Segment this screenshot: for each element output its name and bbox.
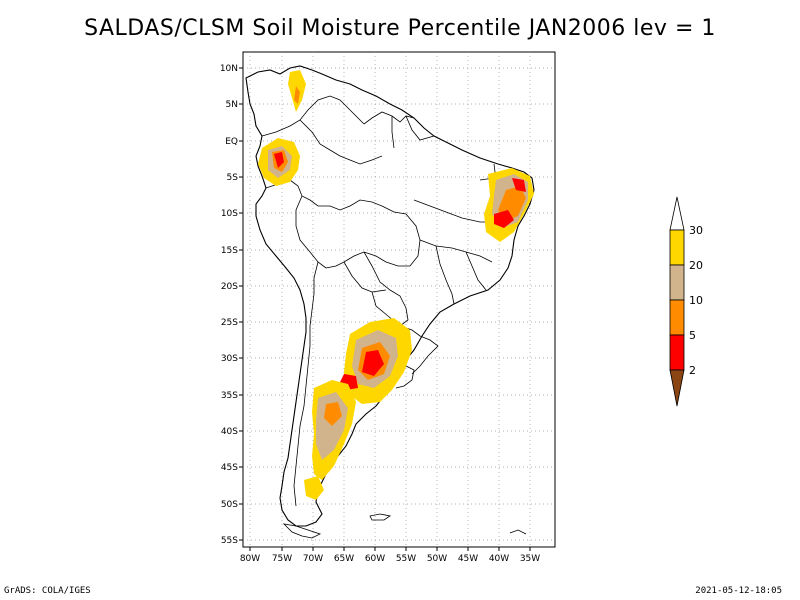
lat-ticks: [239, 67, 531, 551]
legend-label: 20: [689, 259, 703, 272]
lon-label: 50W: [427, 554, 447, 564]
lon-label: 60W: [365, 554, 385, 564]
lat-label: 45S: [221, 463, 238, 473]
map-title: SALDAS/CLSM Soil Moisture Percentile JAN…: [84, 16, 716, 41]
legend-swatch-below-2: [669, 369, 685, 407]
legend-label: 10: [689, 294, 703, 307]
color-legend: 30 20 10 5 2: [669, 196, 703, 407]
lat-label: 5S: [227, 173, 239, 183]
lat-label: 30S: [221, 354, 238, 364]
lon-label: 45W: [458, 554, 478, 564]
footer-credit: GrADS: COLA/IGES: [4, 586, 91, 596]
legend-swatch-5-10: [669, 299, 685, 336]
lat-label: 20S: [221, 282, 238, 292]
lon-label: 40W: [489, 554, 509, 564]
lat-axis: 10N 5N EQ 5S 10S 15S 20S 25S 30S 35S 40S…: [220, 64, 238, 546]
lat-label: 25S: [221, 318, 238, 328]
legend-label: 30: [689, 224, 703, 237]
lat-label: EQ: [225, 137, 238, 147]
legend-swatch-10-20: [669, 264, 685, 301]
lon-label: 80W: [240, 554, 260, 564]
lat-label: 55S: [221, 536, 238, 546]
lat-label: 50S: [221, 500, 238, 510]
legend-swatch-above-30: [669, 196, 685, 231]
south-america-outline: [245, 65, 535, 527]
country-borders: [261, 95, 531, 507]
lon-label: 75W: [272, 554, 292, 564]
legend-swatch-2-5: [669, 334, 685, 371]
lat-label: 5N: [226, 100, 238, 110]
legend-label: 2: [689, 364, 696, 377]
legend-swatch-20-30: [669, 229, 685, 266]
lat-label: 35S: [221, 391, 238, 401]
islands: [282, 513, 527, 539]
map-frame: [242, 51, 556, 548]
lat-label: 10S: [221, 209, 238, 219]
lon-label: 65W: [334, 554, 354, 564]
lat-label: 10N: [220, 64, 238, 74]
footer-timestamp: 2021-05-12-18:05: [695, 586, 782, 596]
legend-label: 5: [689, 329, 696, 342]
lon-label: 35W: [520, 554, 540, 564]
lat-label: 15S: [221, 246, 238, 256]
lon-label: 55W: [396, 554, 416, 564]
lon-axis: 80W 75W 70W 65W 60W 55W 50W 45W 40W 35W: [240, 554, 540, 564]
lon-label: 70W: [303, 554, 323, 564]
percentile-shading: [258, 70, 534, 500]
lat-label: 40S: [221, 427, 238, 437]
